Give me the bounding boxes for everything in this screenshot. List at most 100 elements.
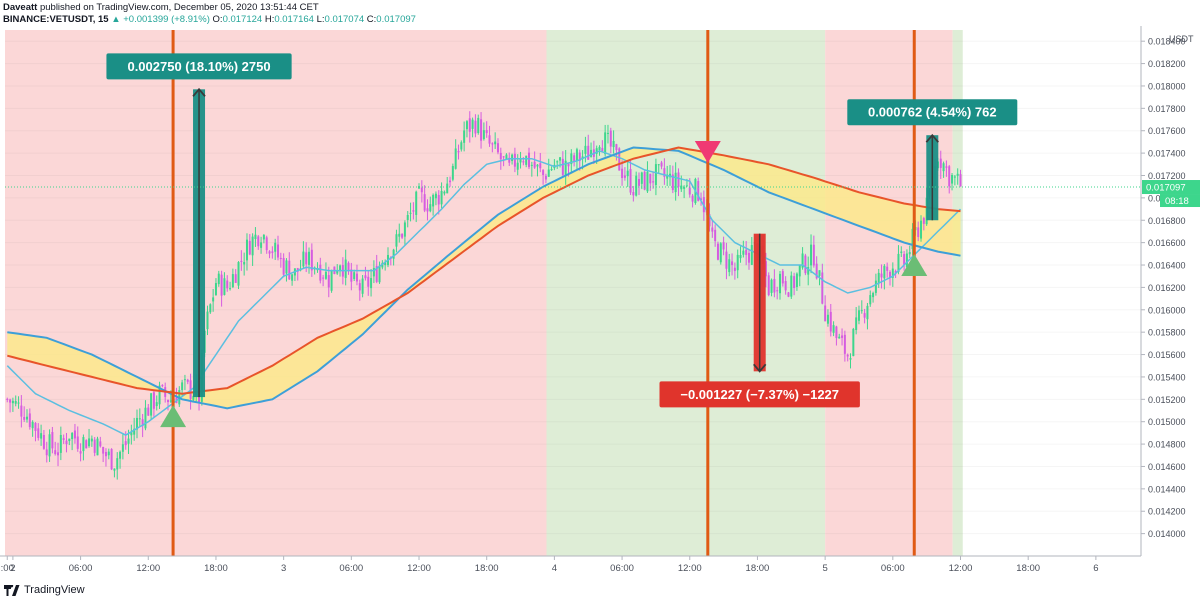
background-zone-1 xyxy=(546,30,826,556)
candle-body-162 xyxy=(463,130,466,143)
background-zone-0 xyxy=(5,30,547,556)
x-tick-label-9: 4 xyxy=(552,563,557,574)
x-tick-label-13: 5 xyxy=(822,563,827,574)
candle-body-189 xyxy=(539,163,542,169)
candle-body-147 xyxy=(420,187,423,193)
candle-body-52 xyxy=(152,392,155,409)
y-tick-label-16: 0.017200 xyxy=(1148,171,1186,181)
price-chart[interactable]: 0.002750 (18.10%) 2750 −0.001227 (−7.37%)… xyxy=(0,26,1200,580)
candle-body-125 xyxy=(358,283,361,291)
candle-body-106 xyxy=(305,252,308,265)
candle-body-34 xyxy=(102,446,105,454)
candle-body-23 xyxy=(71,433,74,440)
candle-body-35 xyxy=(104,451,107,457)
open-value: 0.017124 xyxy=(222,14,263,25)
candle-body-14 xyxy=(45,449,48,456)
measure-label-1: −0.001227 (−7.37%) −1227 xyxy=(680,387,839,402)
last-price-tag: 0.017097 xyxy=(1146,183,1186,194)
candle-body-111 xyxy=(319,264,322,281)
candle-body-282 xyxy=(801,253,804,268)
candle-body-223 xyxy=(635,175,638,196)
low-value: 0.017074 xyxy=(324,14,365,25)
candle-body-234 xyxy=(666,174,669,179)
y-tick-label-8: 0.015600 xyxy=(1148,350,1186,360)
candle-body-153 xyxy=(437,194,440,205)
symbol-info: BINANCE:VETUSDT, 15 ▲ +0.001399 (+8.91%)… xyxy=(3,14,416,25)
candle-body-200 xyxy=(570,153,573,165)
candle-body-138 xyxy=(395,234,398,247)
sell-signal-icon-1 xyxy=(694,140,721,163)
candle-body-30 xyxy=(90,438,93,442)
candle-body-241 xyxy=(685,185,688,187)
candle-body-301 xyxy=(855,317,858,331)
candle-body-203 xyxy=(578,152,581,162)
candle-body-263 xyxy=(747,252,750,263)
candle-body-83 xyxy=(240,260,243,262)
x-tick-label-7: 12:00 xyxy=(407,563,431,574)
measure-arrowhead-0 xyxy=(192,87,206,97)
candle-body-334 xyxy=(948,166,951,187)
candle-body-33 xyxy=(99,441,102,447)
candle-body-126 xyxy=(361,278,364,294)
candle-body-242 xyxy=(688,187,691,195)
candle-body-50 xyxy=(147,407,150,416)
x-tick-label-16: 18:00 xyxy=(1016,563,1040,574)
candle-body-273 xyxy=(776,290,779,292)
price-change: ▲ +0.001399 (+8.91%) xyxy=(111,14,210,25)
high-value: 0.017164 xyxy=(274,14,314,25)
close-label: C: xyxy=(366,14,377,25)
candle-body-0 xyxy=(6,398,9,400)
candle-body-333 xyxy=(945,166,948,168)
y-tick-label-21: 0.018200 xyxy=(1148,59,1186,69)
candle-body-94 xyxy=(271,251,274,253)
candle-body-176 xyxy=(502,156,505,158)
x-tick-label-10: 06:00 xyxy=(610,563,634,574)
candle-body-38 xyxy=(113,468,116,471)
candle-body-18 xyxy=(57,452,60,456)
brand-name: TradingView xyxy=(24,584,85,596)
candle-body-207 xyxy=(590,149,593,157)
candle-body-25 xyxy=(76,436,79,449)
candle-body-250 xyxy=(711,227,714,232)
candle-body-260 xyxy=(739,255,742,259)
candle-body-188 xyxy=(536,164,539,167)
candle-body-120 xyxy=(344,259,347,278)
candle-body-16 xyxy=(51,432,54,449)
candle-body-210 xyxy=(598,146,601,151)
candle-body-218 xyxy=(621,168,624,178)
candle-body-224 xyxy=(637,178,640,186)
y-axis-unit-label: USDT xyxy=(1169,34,1194,44)
candle-body-325 xyxy=(922,218,925,224)
candle-body-121 xyxy=(347,262,350,272)
candle-body-63 xyxy=(183,379,186,381)
candle-body-304 xyxy=(863,313,866,318)
candle-body-165 xyxy=(471,119,474,129)
measure-2: 0.000762 (4.54%) 762 xyxy=(847,99,1018,221)
y-tick-label-19: 0.017800 xyxy=(1148,104,1186,114)
tradingview-logo-icon xyxy=(4,584,20,596)
y-tick-label-2: 0.014400 xyxy=(1148,484,1186,494)
y-tick-label-14: 0.016800 xyxy=(1148,216,1186,226)
candle-body-222 xyxy=(632,192,635,196)
high-label: H: xyxy=(264,14,275,25)
candle-body-201 xyxy=(573,155,576,162)
candle-body-47 xyxy=(138,418,141,420)
candle-body-137 xyxy=(392,249,395,259)
candle-body-45 xyxy=(133,428,136,435)
candle-body-280 xyxy=(795,273,798,287)
candle-body-19 xyxy=(59,434,62,453)
candle-body-206 xyxy=(587,145,590,160)
open-label: O: xyxy=(212,14,223,25)
publish-line: published on TradingView.com, December 0… xyxy=(39,2,319,13)
y-tick-label-17: 0.017400 xyxy=(1148,149,1186,159)
x-tick-label-0: :00 xyxy=(1,563,14,574)
author-name: Daveatt xyxy=(3,2,38,13)
candle-body-186 xyxy=(530,164,533,166)
candle-body-145 xyxy=(415,191,418,215)
candle-body-124 xyxy=(355,273,358,282)
candle-body-187 xyxy=(533,161,536,168)
candle-body-331 xyxy=(939,158,942,168)
candle-body-158 xyxy=(451,166,454,180)
y-tick-label-7: 0.015400 xyxy=(1148,372,1186,382)
candle-body-7 xyxy=(25,416,28,420)
